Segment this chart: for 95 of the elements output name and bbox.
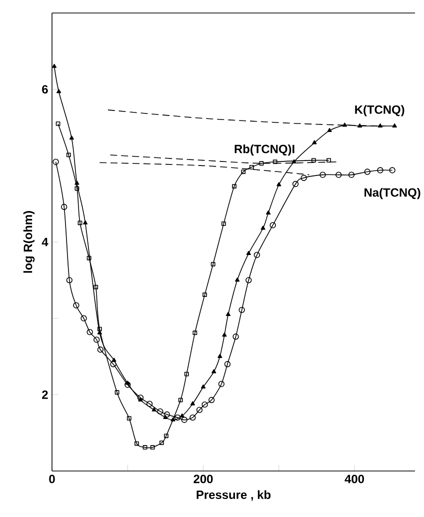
series-label: K(TCNQ) (355, 105, 404, 116)
point (82, 220, 88, 224)
point (134, 441, 139, 446)
point (142, 445, 148, 450)
point (196, 406, 202, 414)
point (124, 382, 131, 388)
point (222, 332, 227, 337)
point (93, 336, 100, 343)
point (189, 414, 196, 421)
point (238, 306, 245, 314)
point (234, 278, 240, 282)
y-axis-title: log R(ohm) (23, 211, 34, 273)
point (245, 277, 252, 284)
point (218, 380, 224, 388)
point (126, 416, 132, 421)
point (114, 390, 120, 395)
point (159, 440, 164, 445)
point (69, 136, 74, 140)
x-tick-label: 400 (344, 474, 364, 484)
point (202, 292, 207, 297)
point (276, 182, 282, 186)
x-tick-label: 200 (194, 474, 213, 484)
point (164, 411, 170, 418)
point (66, 152, 71, 158)
point (270, 222, 276, 228)
point (292, 180, 299, 188)
point (181, 416, 188, 423)
point (357, 123, 362, 128)
point (73, 302, 80, 308)
point (94, 284, 98, 290)
point (377, 167, 384, 174)
point (56, 89, 62, 94)
point (78, 220, 82, 226)
point (60, 204, 68, 210)
point (224, 361, 230, 368)
point (97, 326, 102, 332)
point (221, 221, 226, 226)
point (80, 315, 87, 322)
point (97, 346, 104, 353)
point (86, 328, 93, 336)
point (52, 64, 56, 68)
point (137, 394, 144, 401)
point (327, 128, 332, 132)
series-label: Rb(TCNQ)I (234, 144, 294, 156)
point (246, 250, 251, 255)
point (259, 161, 264, 166)
point (217, 354, 222, 358)
point (392, 123, 397, 128)
series-label: Na(TCNQ) (364, 188, 420, 200)
y-tick-label: 4 (42, 238, 48, 246)
point (170, 417, 176, 422)
point (348, 172, 354, 178)
point (312, 140, 317, 144)
point (311, 158, 316, 163)
x-axis-title: Pressure , kb (196, 490, 270, 501)
point (164, 434, 168, 438)
point (208, 396, 215, 404)
point (150, 445, 155, 450)
point (232, 184, 236, 188)
point (260, 226, 266, 230)
point (110, 361, 116, 368)
point (192, 330, 198, 336)
point (86, 256, 92, 260)
point (178, 398, 183, 402)
point (156, 408, 164, 415)
point (272, 160, 278, 164)
point (254, 252, 260, 258)
point (190, 401, 195, 406)
point (74, 180, 80, 185)
point (300, 174, 307, 181)
point (152, 407, 156, 412)
point (266, 210, 270, 214)
point (200, 384, 206, 389)
point (66, 277, 72, 284)
point (320, 172, 326, 178)
point (211, 369, 216, 374)
point (184, 372, 189, 376)
point (180, 413, 184, 418)
point (174, 414, 181, 421)
point (342, 122, 347, 127)
point (364, 168, 370, 175)
point (292, 159, 296, 164)
x-tick-label: 0 (49, 474, 55, 484)
point (226, 312, 230, 316)
point (249, 165, 254, 170)
y-tick-label: 2 (42, 390, 48, 399)
point (335, 172, 342, 178)
point (74, 186, 80, 191)
y-tick-label: 6 (42, 85, 48, 94)
point (210, 262, 216, 266)
point (241, 170, 246, 174)
point (146, 400, 153, 407)
point (378, 123, 382, 128)
point (202, 402, 208, 408)
point (232, 334, 239, 340)
